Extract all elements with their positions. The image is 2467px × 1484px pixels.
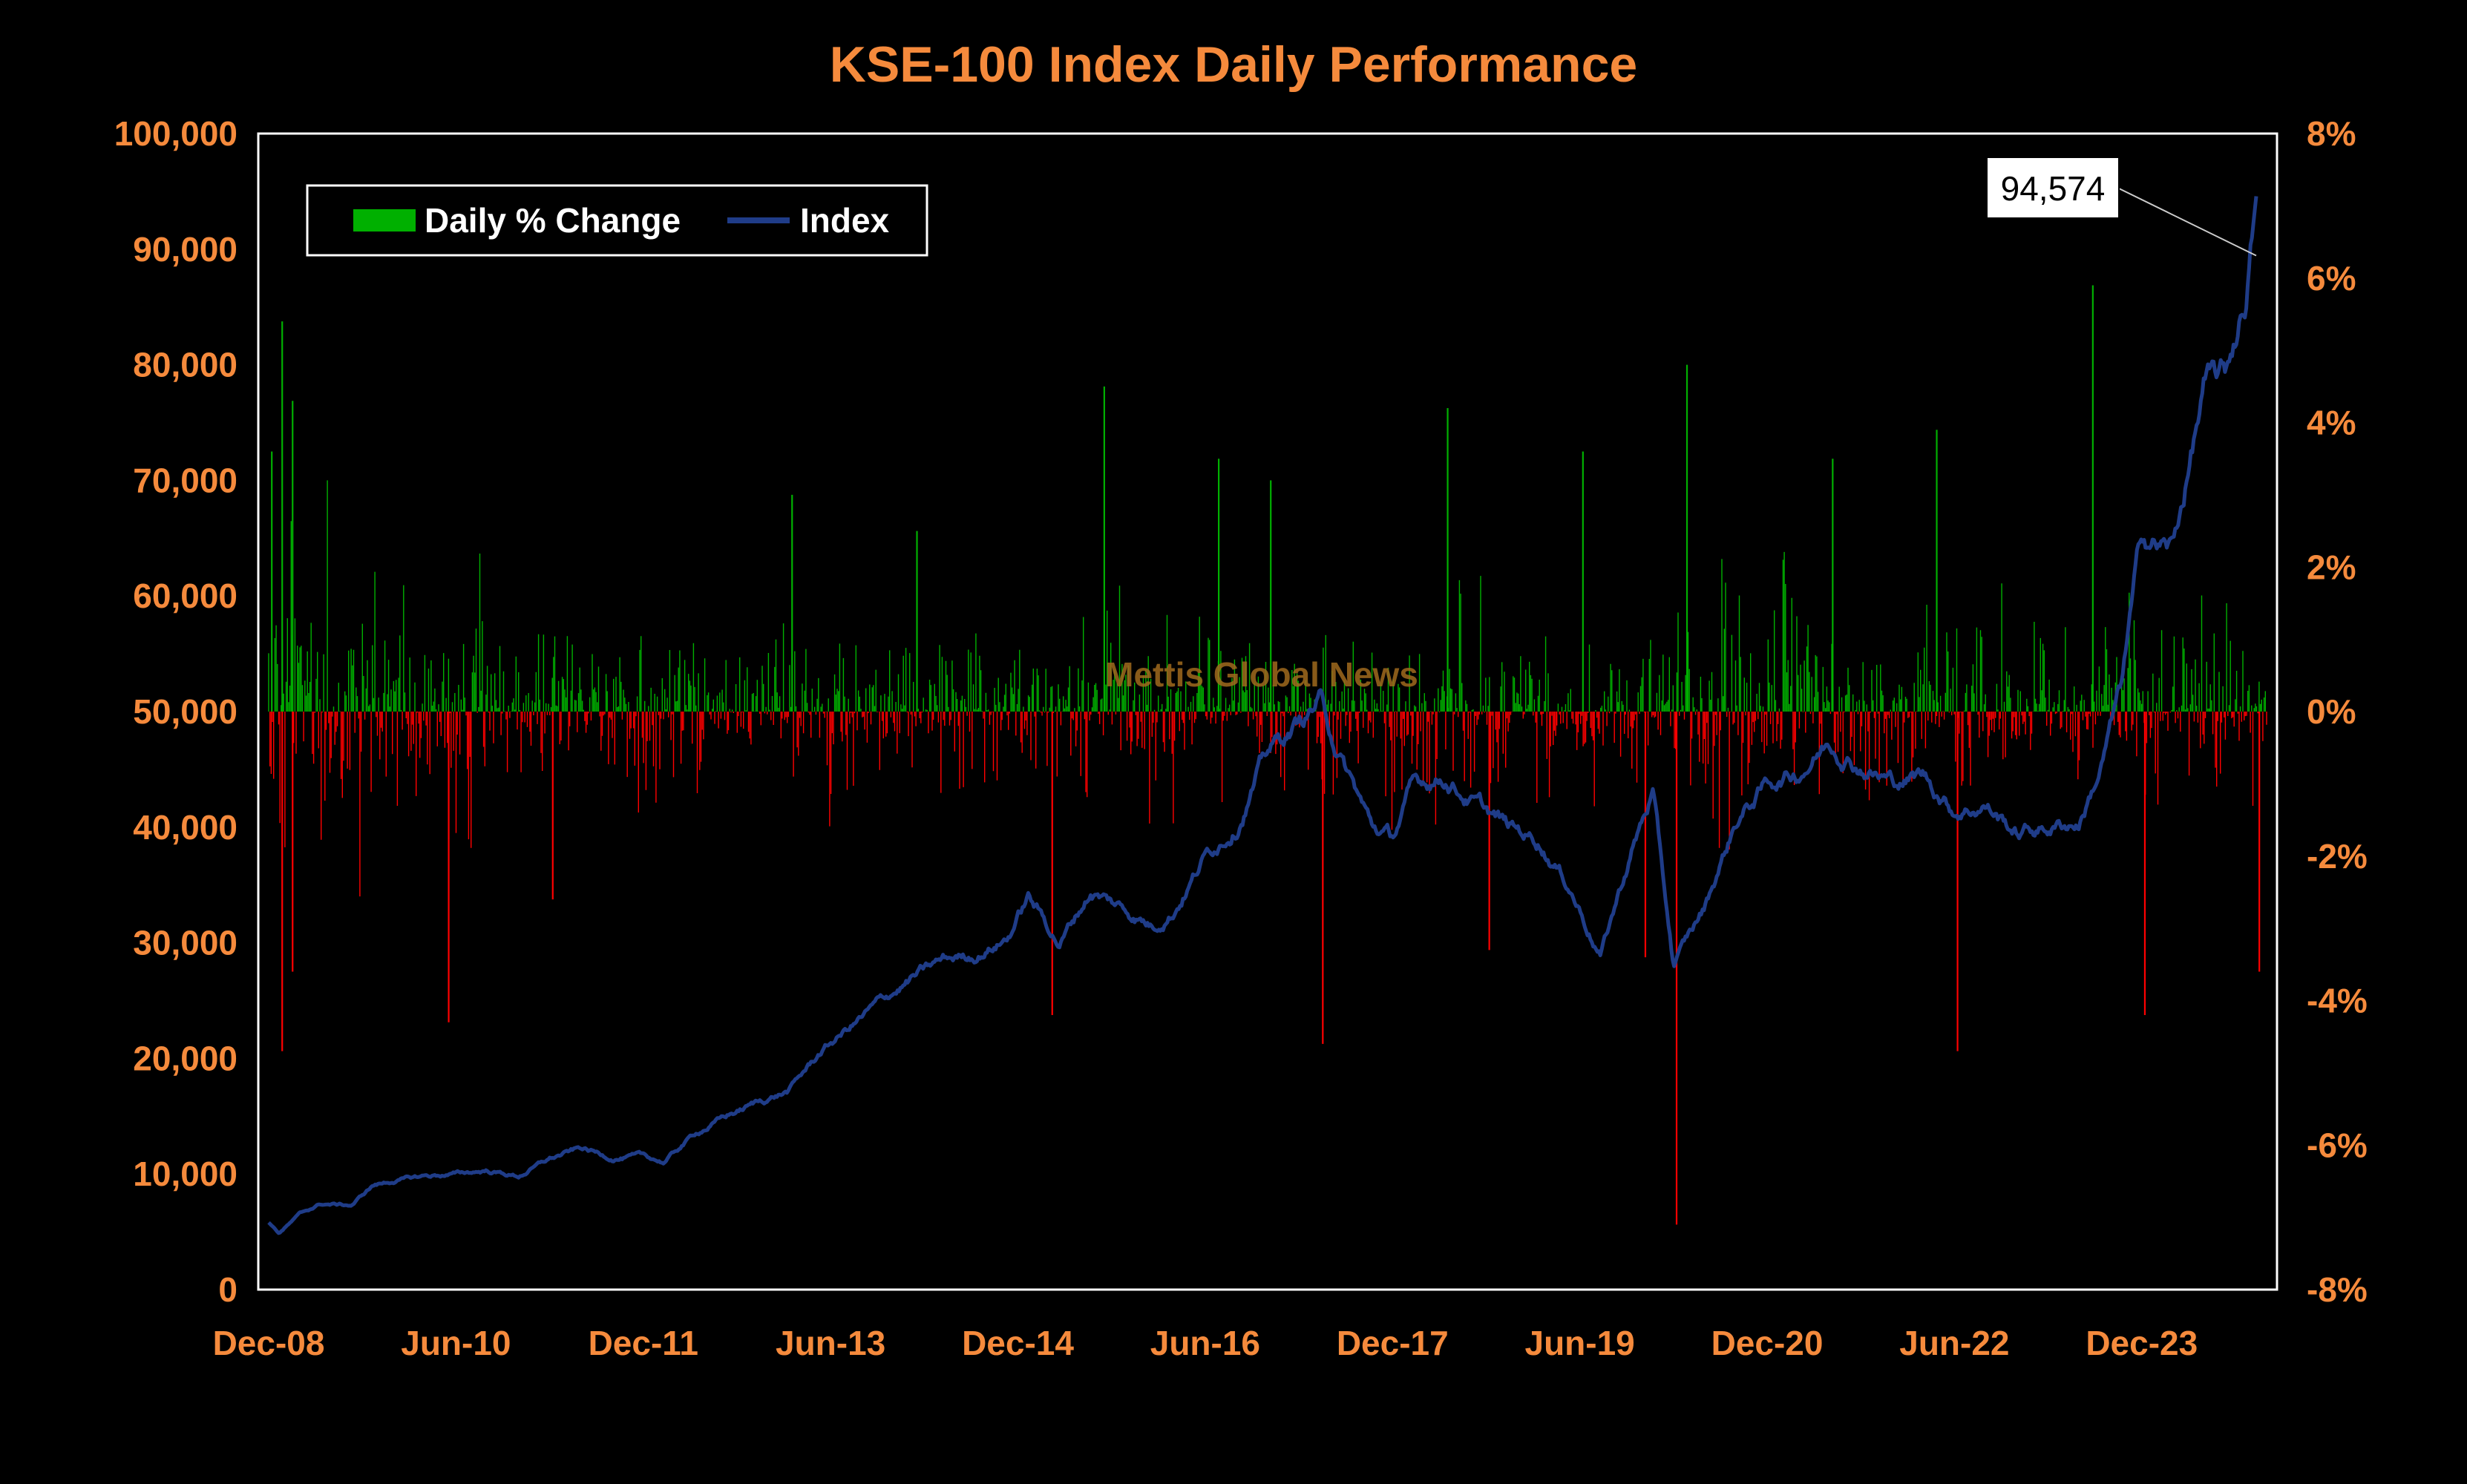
watermark: Mettis Global News <box>1105 655 1418 694</box>
legend-label-daily-change: Daily % Change <box>425 201 681 240</box>
right-axis-ticks: -8% -6% -4% -2% 0% 2% 4% 6% 8% <box>2307 114 2368 1309</box>
right-axis-tick-label: 0% <box>2307 692 2356 731</box>
legend-swatch-daily-change <box>353 209 416 232</box>
x-axis-ticks: Dec-08 Jun-10 Dec-11 Jun-13 Dec-14 Jun-16 Dec-… <box>213 1324 2198 1362</box>
daily-change-bars <box>268 285 2267 1225</box>
left-axis-tick-label: 0 <box>218 1270 237 1309</box>
x-axis-tick-label: Dec-11 <box>589 1324 698 1362</box>
callout-leader-line <box>2118 188 2257 257</box>
left-axis-tick-label: 70,000 <box>133 461 237 499</box>
left-axis-tick-label: 10,000 <box>133 1155 237 1193</box>
index-line <box>267 196 2258 1235</box>
left-axis-tick-label: 40,000 <box>133 808 237 847</box>
daily-change-bars-negative <box>269 712 2267 897</box>
index-line-layer <box>267 196 2258 1235</box>
x-axis-tick-label: Jun-19 <box>1524 1324 1634 1362</box>
daily-change-bars-positive <box>268 480 2266 712</box>
x-axis-tick-label: Dec-14 <box>962 1324 1074 1362</box>
left-axis-tick-label: 50,000 <box>133 692 237 731</box>
x-axis-tick-label: Jun-10 <box>401 1324 511 1362</box>
right-axis-tick-label: -8% <box>2307 1270 2368 1309</box>
right-axis-tick-label: 2% <box>2307 548 2356 586</box>
x-axis-tick-label: Dec-08 <box>213 1324 325 1362</box>
callout-value-label: 94,574 <box>2001 169 2106 208</box>
x-axis-tick-label: Jun-13 <box>776 1324 885 1362</box>
left-axis-tick-label: 60,000 <box>133 577 237 615</box>
left-axis-tick-label: 30,000 <box>133 924 237 962</box>
x-axis-tick-label: Jun-22 <box>1899 1324 2009 1362</box>
legend: Daily % Change Index <box>306 184 928 257</box>
plot-area-border <box>257 132 2278 1291</box>
chart-title: KSE-100 Index Daily Performance <box>830 36 1637 93</box>
left-axis-tick-label: 100,000 <box>114 114 237 153</box>
legend-label-index: Index <box>800 201 890 240</box>
left-axis-tick-label: 90,000 <box>133 230 237 269</box>
x-axis-tick-label: Dec-17 <box>1337 1324 1449 1362</box>
x-axis-tick-label: Dec-20 <box>1711 1324 1824 1362</box>
callout-box <box>1986 157 2120 219</box>
right-axis-tick-label: -4% <box>2307 982 2368 1020</box>
right-axis-tick-label: 8% <box>2307 114 2356 153</box>
right-axis-tick-label: 6% <box>2307 259 2356 298</box>
left-axis-tick-label: 80,000 <box>133 346 237 384</box>
x-axis-tick-label: Dec-23 <box>2086 1324 2198 1362</box>
right-axis-tick-label: 4% <box>2307 404 2356 442</box>
left-axis-tick-label: 20,000 <box>133 1039 237 1077</box>
left-axis-ticks: 0 10,000 20,000 30,000 40,000 50,000 60,000 70,… <box>114 114 237 1309</box>
x-axis-tick-label: Jun-16 <box>1150 1324 1260 1362</box>
last-value-callout: 94,574 <box>1986 157 2257 257</box>
right-axis-tick-label: -6% <box>2307 1126 2368 1164</box>
right-axis-tick-label: -2% <box>2307 837 2368 876</box>
